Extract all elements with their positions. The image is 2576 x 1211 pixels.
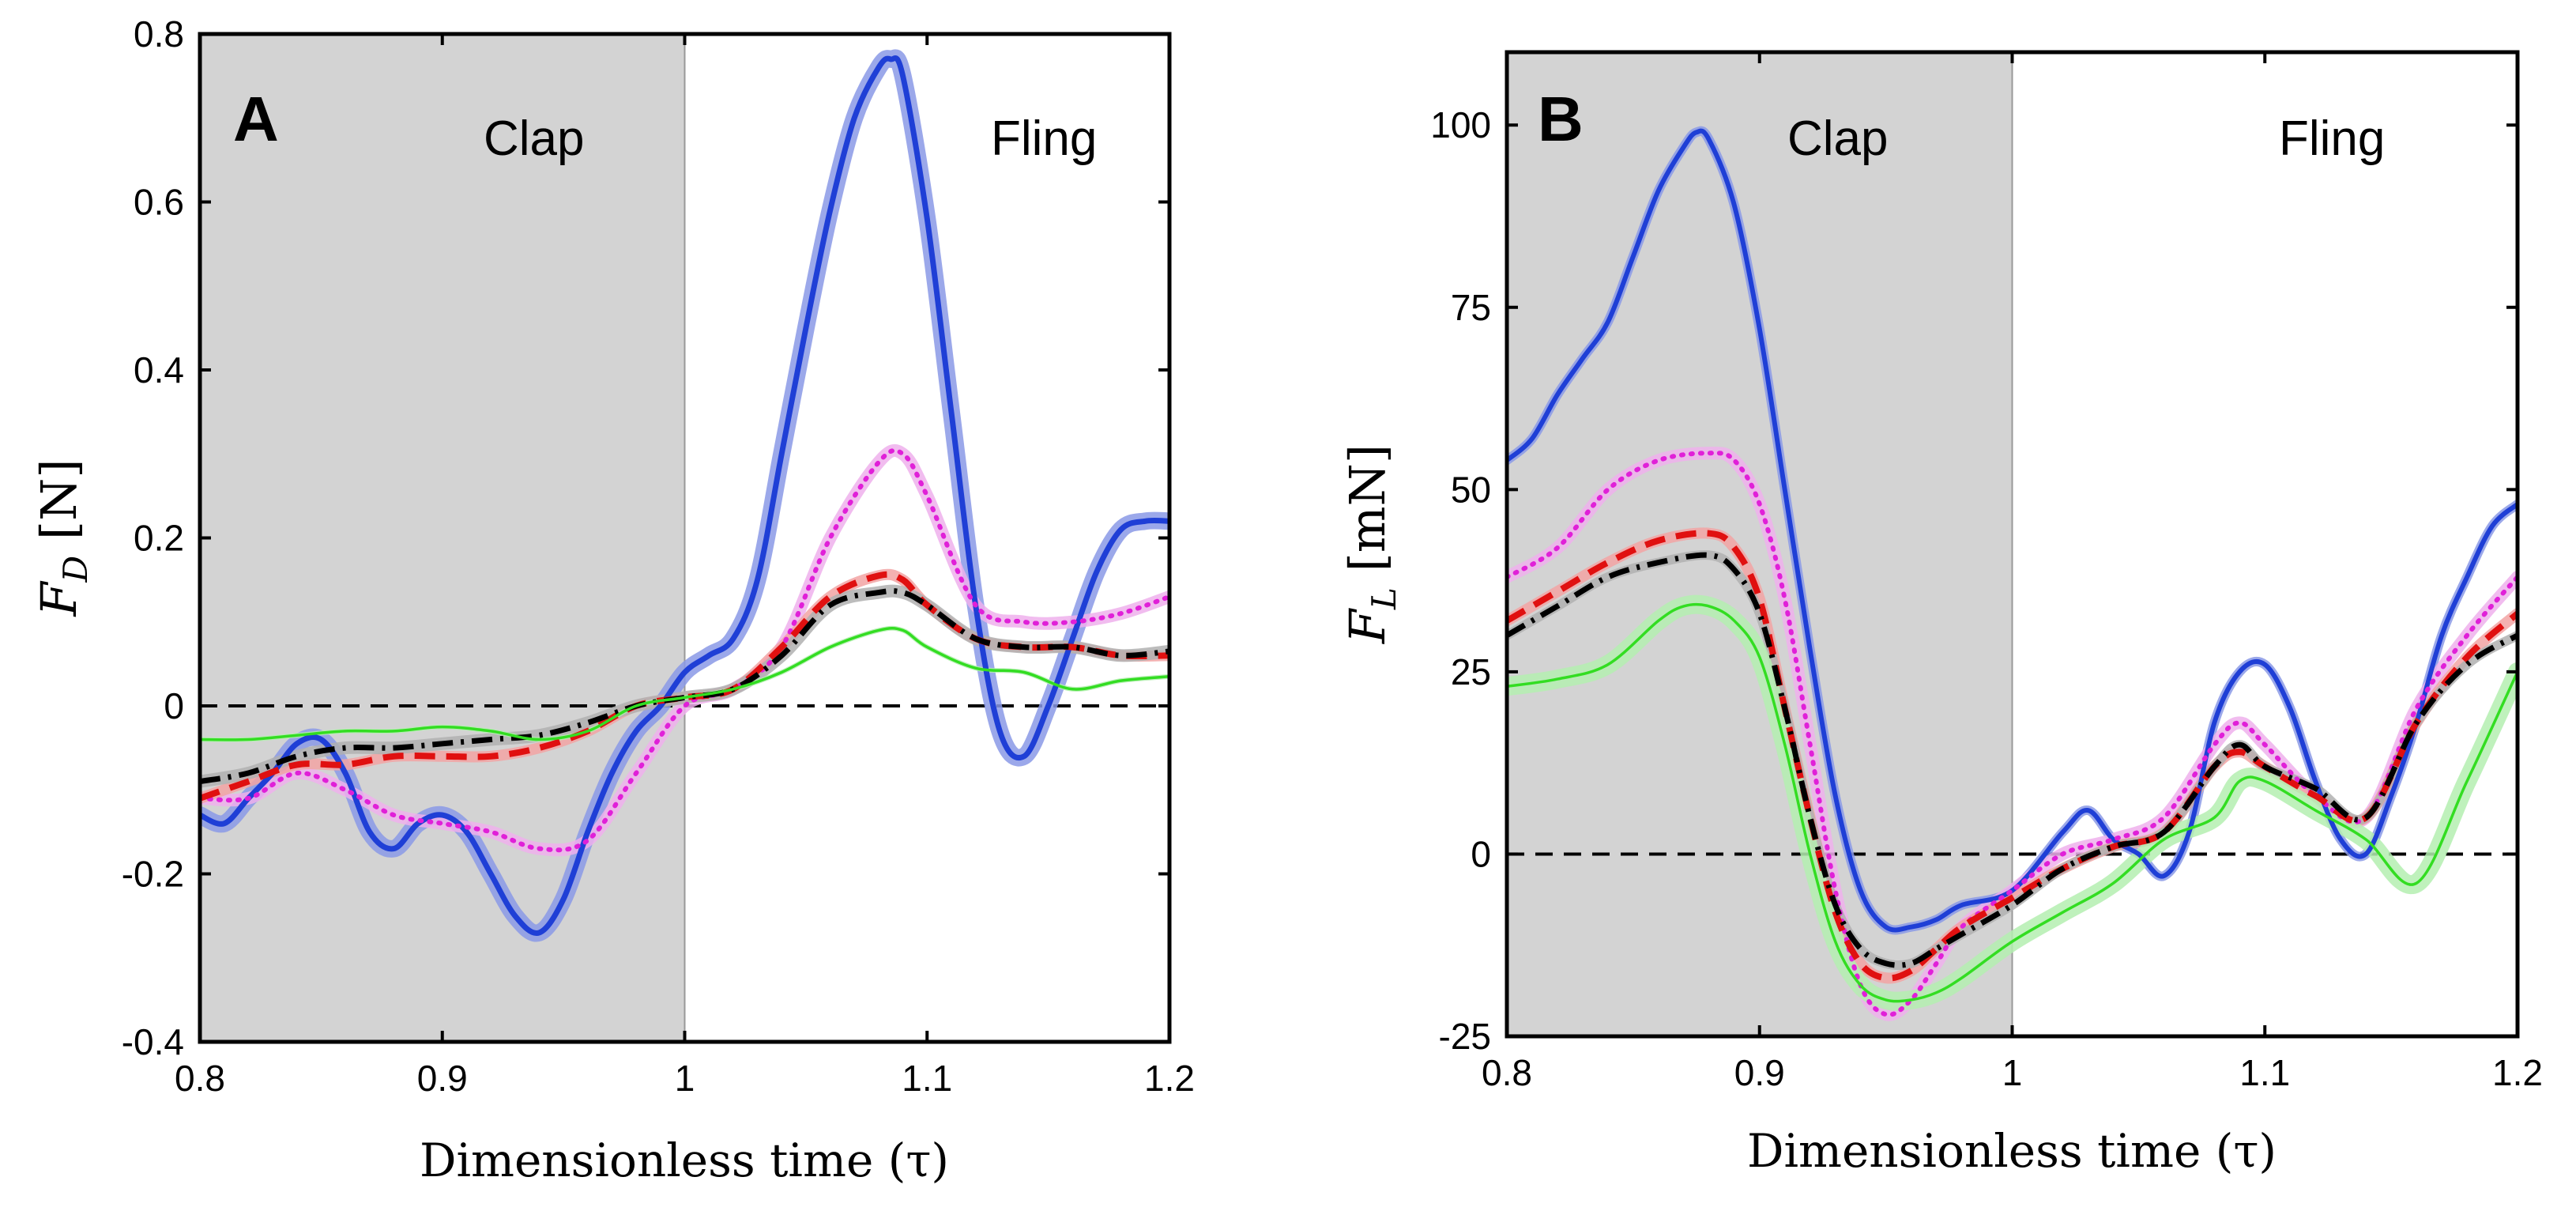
- panel-b-ylabel-unit: [mN]: [1339, 444, 1396, 587]
- panel-b-ytick-label: 100: [1430, 104, 1491, 145]
- panel-a-ytick-label: 0.2: [134, 518, 184, 559]
- panel-a-ylabel-main: F: [30, 581, 88, 617]
- panel-a-ylabel: FD [N]: [30, 458, 95, 617]
- panel-b-ylabel-main: F: [1339, 608, 1396, 644]
- panel-a-letter: A: [233, 84, 279, 154]
- panel-b-fling-label: Fling: [2279, 111, 2385, 166]
- panel-a-ytick-label: 0.8: [134, 13, 184, 55]
- panel-b-ylabel-sub: L: [1365, 587, 1403, 610]
- panel-b-ytick-label: 50: [1451, 469, 1491, 510]
- panel-a-blue-line: [200, 55, 1169, 936]
- panel-a-ylabel-unit: [N]: [30, 458, 88, 555]
- panel-a-xtick-label: 0.8: [175, 1058, 225, 1099]
- panel-b-black-line: [1507, 552, 2518, 968]
- panel-b-xtick-label: 0.9: [1734, 1052, 1785, 1093]
- panel-b-xtick-label: 1.2: [2492, 1052, 2543, 1093]
- panel-b-magenta-line: [1507, 451, 2518, 1017]
- panel-a-clap-region: [200, 34, 685, 1042]
- panel-b-ytick-label: 25: [1451, 651, 1491, 692]
- panel-b-clap-label: Clap: [1787, 111, 1889, 166]
- panel-a-xtick-label: 1.2: [1144, 1058, 1195, 1099]
- panel-a-ytick-label: 0.4: [134, 349, 184, 390]
- panel-b-ytick-label: 75: [1451, 287, 1491, 328]
- panel-a-ytick-label: -0.2: [122, 854, 184, 895]
- panel-a-ylabel-sub: D: [56, 556, 95, 583]
- panel-b-xlabel: Dimensionless time (τ): [1747, 1124, 2277, 1178]
- panel-b-green-line: [1507, 602, 2518, 1003]
- panel-a-xlabel: Dimensionless time (τ): [420, 1134, 949, 1187]
- panel-b-xtick-label: 0.8: [1482, 1052, 1532, 1093]
- panel-a-xtick-label: 1.1: [902, 1058, 952, 1099]
- panel-a-series-group: [200, 49, 1169, 942]
- panel-a-ytick-label: -0.4: [122, 1021, 184, 1062]
- panel-b-xtick-label: 1: [2002, 1052, 2023, 1093]
- panel-a-fling-label: Fling: [991, 111, 1097, 166]
- panel-a-ytick-label: 0.6: [134, 182, 184, 223]
- panel-a-clap-label: Clap: [484, 111, 585, 166]
- panel-b-clap-region: [1507, 52, 2013, 1036]
- panel-b-blue-line: [1507, 128, 2518, 933]
- panel-b-ytick-label: -25: [1439, 1016, 1491, 1057]
- panel-a-ytick-label: 0: [164, 685, 184, 726]
- panel-a: 0.8 0.9 1 1.1 1.2 -0.4 -0.2 0 0.2 0.4 0.6 0.8 A Cla…: [30, 13, 1195, 1187]
- panel-b-ylabel: FL [mN]: [1339, 444, 1403, 644]
- panel-a-ticks: 0.8 0.9 1 1.1 1.2 -0.4 -0.2 0 0.2 0.4 0.6 0.8: [122, 13, 1195, 1099]
- panel-b-red-line: [1507, 530, 2518, 982]
- panel-b-xtick-label: 1.1: [2239, 1052, 2290, 1093]
- panel-a-xtick-label: 1: [675, 1058, 695, 1099]
- panel-a-green-line: [200, 626, 1169, 741]
- panel-b-letter: B: [1538, 84, 1584, 154]
- panel-b-series-group: [1507, 126, 2518, 1021]
- panel-b-ytick-label: 0: [1471, 833, 1491, 874]
- panel-b-ticks: 0.8 0.9 1 1.1 1.2 -25 0 25 50 75 100: [1430, 52, 2543, 1093]
- panel-a-xtick-label: 0.9: [417, 1058, 468, 1099]
